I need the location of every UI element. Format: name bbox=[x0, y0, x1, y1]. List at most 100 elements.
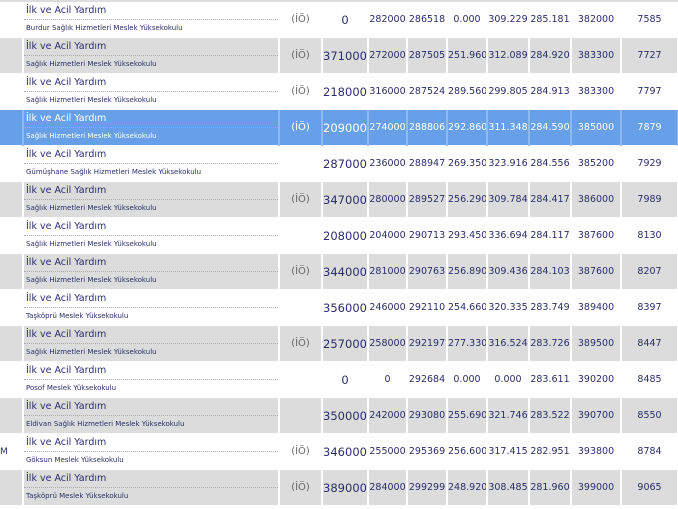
evening-education-badge: (İÖ) bbox=[279, 253, 323, 290]
row-marker bbox=[0, 109, 24, 146]
rank-col: 292684 bbox=[407, 361, 448, 398]
avg-score: 283.522 bbox=[529, 397, 572, 434]
table-row[interactable]: M İlk ve Acil Yardım Göksun Meslek Yükseko… bbox=[0, 433, 678, 470]
max-score: 323.916 bbox=[487, 145, 530, 182]
row-marker bbox=[0, 397, 24, 434]
count-col: 8397 bbox=[621, 289, 678, 326]
placed-rank: 385000 bbox=[571, 109, 622, 146]
min-score: 293.450 bbox=[447, 217, 488, 254]
quota-col: 284000 bbox=[368, 469, 408, 506]
min-score: 0.000 bbox=[447, 361, 488, 398]
base-score: 218000 bbox=[322, 73, 369, 110]
evening-education-badge: (İÖ) bbox=[279, 109, 323, 146]
base-score: 347000 bbox=[322, 181, 369, 218]
program-name: İlk ve Acil Yardım bbox=[24, 38, 277, 56]
count-col: 8784 bbox=[621, 433, 678, 470]
program-name: İlk ve Acil Yardım bbox=[24, 146, 277, 164]
base-score: 257000 bbox=[322, 325, 369, 362]
rank-col: 290763 bbox=[407, 253, 448, 290]
max-score: 0.000 bbox=[487, 361, 530, 398]
program-cell[interactable]: İlk ve Acil Yardım Gümüşhane Sağlık Hizme… bbox=[23, 145, 280, 182]
program-cell[interactable]: İlk ve Acil Yardım Sağlık Hizmetleri Mesl… bbox=[23, 217, 280, 254]
count-col: 7585 bbox=[621, 2, 678, 38]
placed-rank: 387600 bbox=[571, 217, 622, 254]
program-cell[interactable]: İlk ve Acil Yardım Sağlık Hizmetleri Mesl… bbox=[23, 73, 280, 110]
program-cell[interactable]: İlk ve Acil Yardım Sağlık Hizmetleri Mesl… bbox=[23, 109, 280, 146]
table-row[interactable]: İlk ve Acil Yardım Taşköprü Meslek Yüksek… bbox=[0, 469, 678, 506]
university-name: Sağlık Hizmetleri Meslek Yüksekokulu bbox=[26, 204, 157, 212]
max-score: 316.524 bbox=[487, 325, 530, 362]
count-col: 7727 bbox=[621, 37, 678, 74]
base-score: 287000 bbox=[322, 145, 369, 182]
max-score: 309.229 bbox=[487, 2, 530, 38]
row-marker bbox=[0, 253, 24, 290]
max-score: 311.348 bbox=[487, 109, 530, 146]
program-name: İlk ve Acil Yardım bbox=[24, 398, 277, 416]
avg-score: 283.749 bbox=[529, 289, 572, 326]
program-name: İlk ve Acil Yardım bbox=[24, 218, 277, 236]
evening-education-badge: (İÖ) bbox=[279, 433, 323, 470]
quota-col: 280000 bbox=[368, 181, 408, 218]
placed-rank: 399000 bbox=[571, 469, 622, 506]
table-row[interactable]: İlk ve Acil Yardım Taşköprü Meslek Yüksek… bbox=[0, 289, 678, 326]
program-cell[interactable]: İlk ve Acil Yardım Burdur Sağlık Hizmetle… bbox=[23, 2, 280, 38]
max-score: 336.694 bbox=[487, 217, 530, 254]
min-score: 292.860 bbox=[447, 109, 488, 146]
table-row[interactable]: İlk ve Acil Yardım Burdur Sağlık Hizmetle… bbox=[0, 2, 678, 38]
max-score: 320.335 bbox=[487, 289, 530, 326]
row-marker bbox=[0, 469, 24, 506]
table-row[interactable]: İlk ve Acil Yardım Sağlık Hizmetleri Mesl… bbox=[0, 325, 678, 362]
university-name: Göksun Meslek Yüksekokulu bbox=[26, 456, 124, 464]
avg-score: 284.117 bbox=[529, 217, 572, 254]
avg-score: 283.726 bbox=[529, 325, 572, 362]
table-row[interactable]: İlk ve Acil Yardım Sağlık Hizmetleri Mesl… bbox=[0, 217, 678, 254]
university-name: Eldivan Sağlık Hizmetleri Meslek Yükseko… bbox=[26, 420, 185, 428]
table-row[interactable]: İlk ve Acil Yardım Posof Meslek Yüksekoku… bbox=[0, 361, 678, 398]
table-row[interactable]: İlk ve Acil Yardım Sağlık Hizmetleri Mesl… bbox=[0, 253, 678, 290]
university-name: Sağlık Hizmetleri Meslek Yüksekokulu bbox=[26, 60, 157, 68]
program-cell[interactable]: İlk ve Acil Yardım Sağlık Hizmetleri Mesl… bbox=[23, 181, 280, 218]
quota-col: 282000 bbox=[368, 2, 408, 38]
rank-col: 288806 bbox=[407, 109, 448, 146]
quota-col: 242000 bbox=[368, 397, 408, 434]
table-row[interactable]: İlk ve Acil Yardım Gümüşhane Sağlık Hizme… bbox=[0, 145, 678, 182]
program-name: İlk ve Acil Yardım bbox=[24, 326, 277, 344]
program-cell[interactable]: İlk ve Acil Yardım Sağlık Hizmetleri Mesl… bbox=[23, 253, 280, 290]
evening-education-badge bbox=[279, 397, 323, 434]
table-row[interactable]: İlk ve Acil Yardım Sağlık Hizmetleri Mesl… bbox=[0, 109, 678, 146]
base-score: 0 bbox=[322, 2, 369, 38]
table-row[interactable]: İlk ve Acil Yardım Sağlık Hizmetleri Mesl… bbox=[0, 37, 678, 74]
count-col: 8447 bbox=[621, 325, 678, 362]
placed-rank: 390200 bbox=[571, 361, 622, 398]
evening-education-badge bbox=[279, 289, 323, 326]
quota-col: 272000 bbox=[368, 37, 408, 74]
rank-col: 292110 bbox=[407, 289, 448, 326]
placed-rank: 386000 bbox=[571, 181, 622, 218]
min-score: 248.920 bbox=[447, 469, 488, 506]
program-cell[interactable]: İlk ve Acil Yardım Göksun Meslek Yüksekok… bbox=[23, 433, 280, 470]
min-score: 0.000 bbox=[447, 2, 488, 38]
program-cell[interactable]: İlk ve Acil Yardım Eldivan Sağlık Hizmetl… bbox=[23, 397, 280, 434]
rank-col: 287524 bbox=[407, 73, 448, 110]
min-score: 277.330 bbox=[447, 325, 488, 362]
program-name: İlk ve Acil Yardım bbox=[24, 74, 277, 92]
row-marker: M bbox=[0, 433, 24, 470]
program-cell[interactable]: İlk ve Acil Yardım Taşköprü Meslek Yüksek… bbox=[23, 289, 280, 326]
program-cell[interactable]: İlk ve Acil Yardım Taşköprü Meslek Yüksek… bbox=[23, 469, 280, 506]
quota-col: 236000 bbox=[368, 145, 408, 182]
quota-col: 258000 bbox=[368, 325, 408, 362]
program-cell[interactable]: İlk ve Acil Yardım Sağlık Hizmetleri Mesl… bbox=[23, 325, 280, 362]
table-row[interactable]: İlk ve Acil Yardım Eldivan Sağlık Hizmetl… bbox=[0, 397, 678, 434]
count-col: 7989 bbox=[621, 181, 678, 218]
table-row[interactable]: İlk ve Acil Yardım Sağlık Hizmetleri Mesl… bbox=[0, 73, 678, 110]
program-cell[interactable]: İlk ve Acil Yardım Posof Meslek Yüksekoku… bbox=[23, 361, 280, 398]
count-col: 8207 bbox=[621, 253, 678, 290]
placed-rank: 387600 bbox=[571, 253, 622, 290]
program-cell[interactable]: İlk ve Acil Yardım Sağlık Hizmetleri Mesl… bbox=[23, 37, 280, 74]
table-row[interactable]: İlk ve Acil Yardım Sağlık Hizmetleri Mesl… bbox=[0, 181, 678, 218]
row-marker bbox=[0, 73, 24, 110]
university-name: Sağlık Hizmetleri Meslek Yüksekokulu bbox=[26, 132, 157, 140]
placed-rank: 393800 bbox=[571, 433, 622, 470]
